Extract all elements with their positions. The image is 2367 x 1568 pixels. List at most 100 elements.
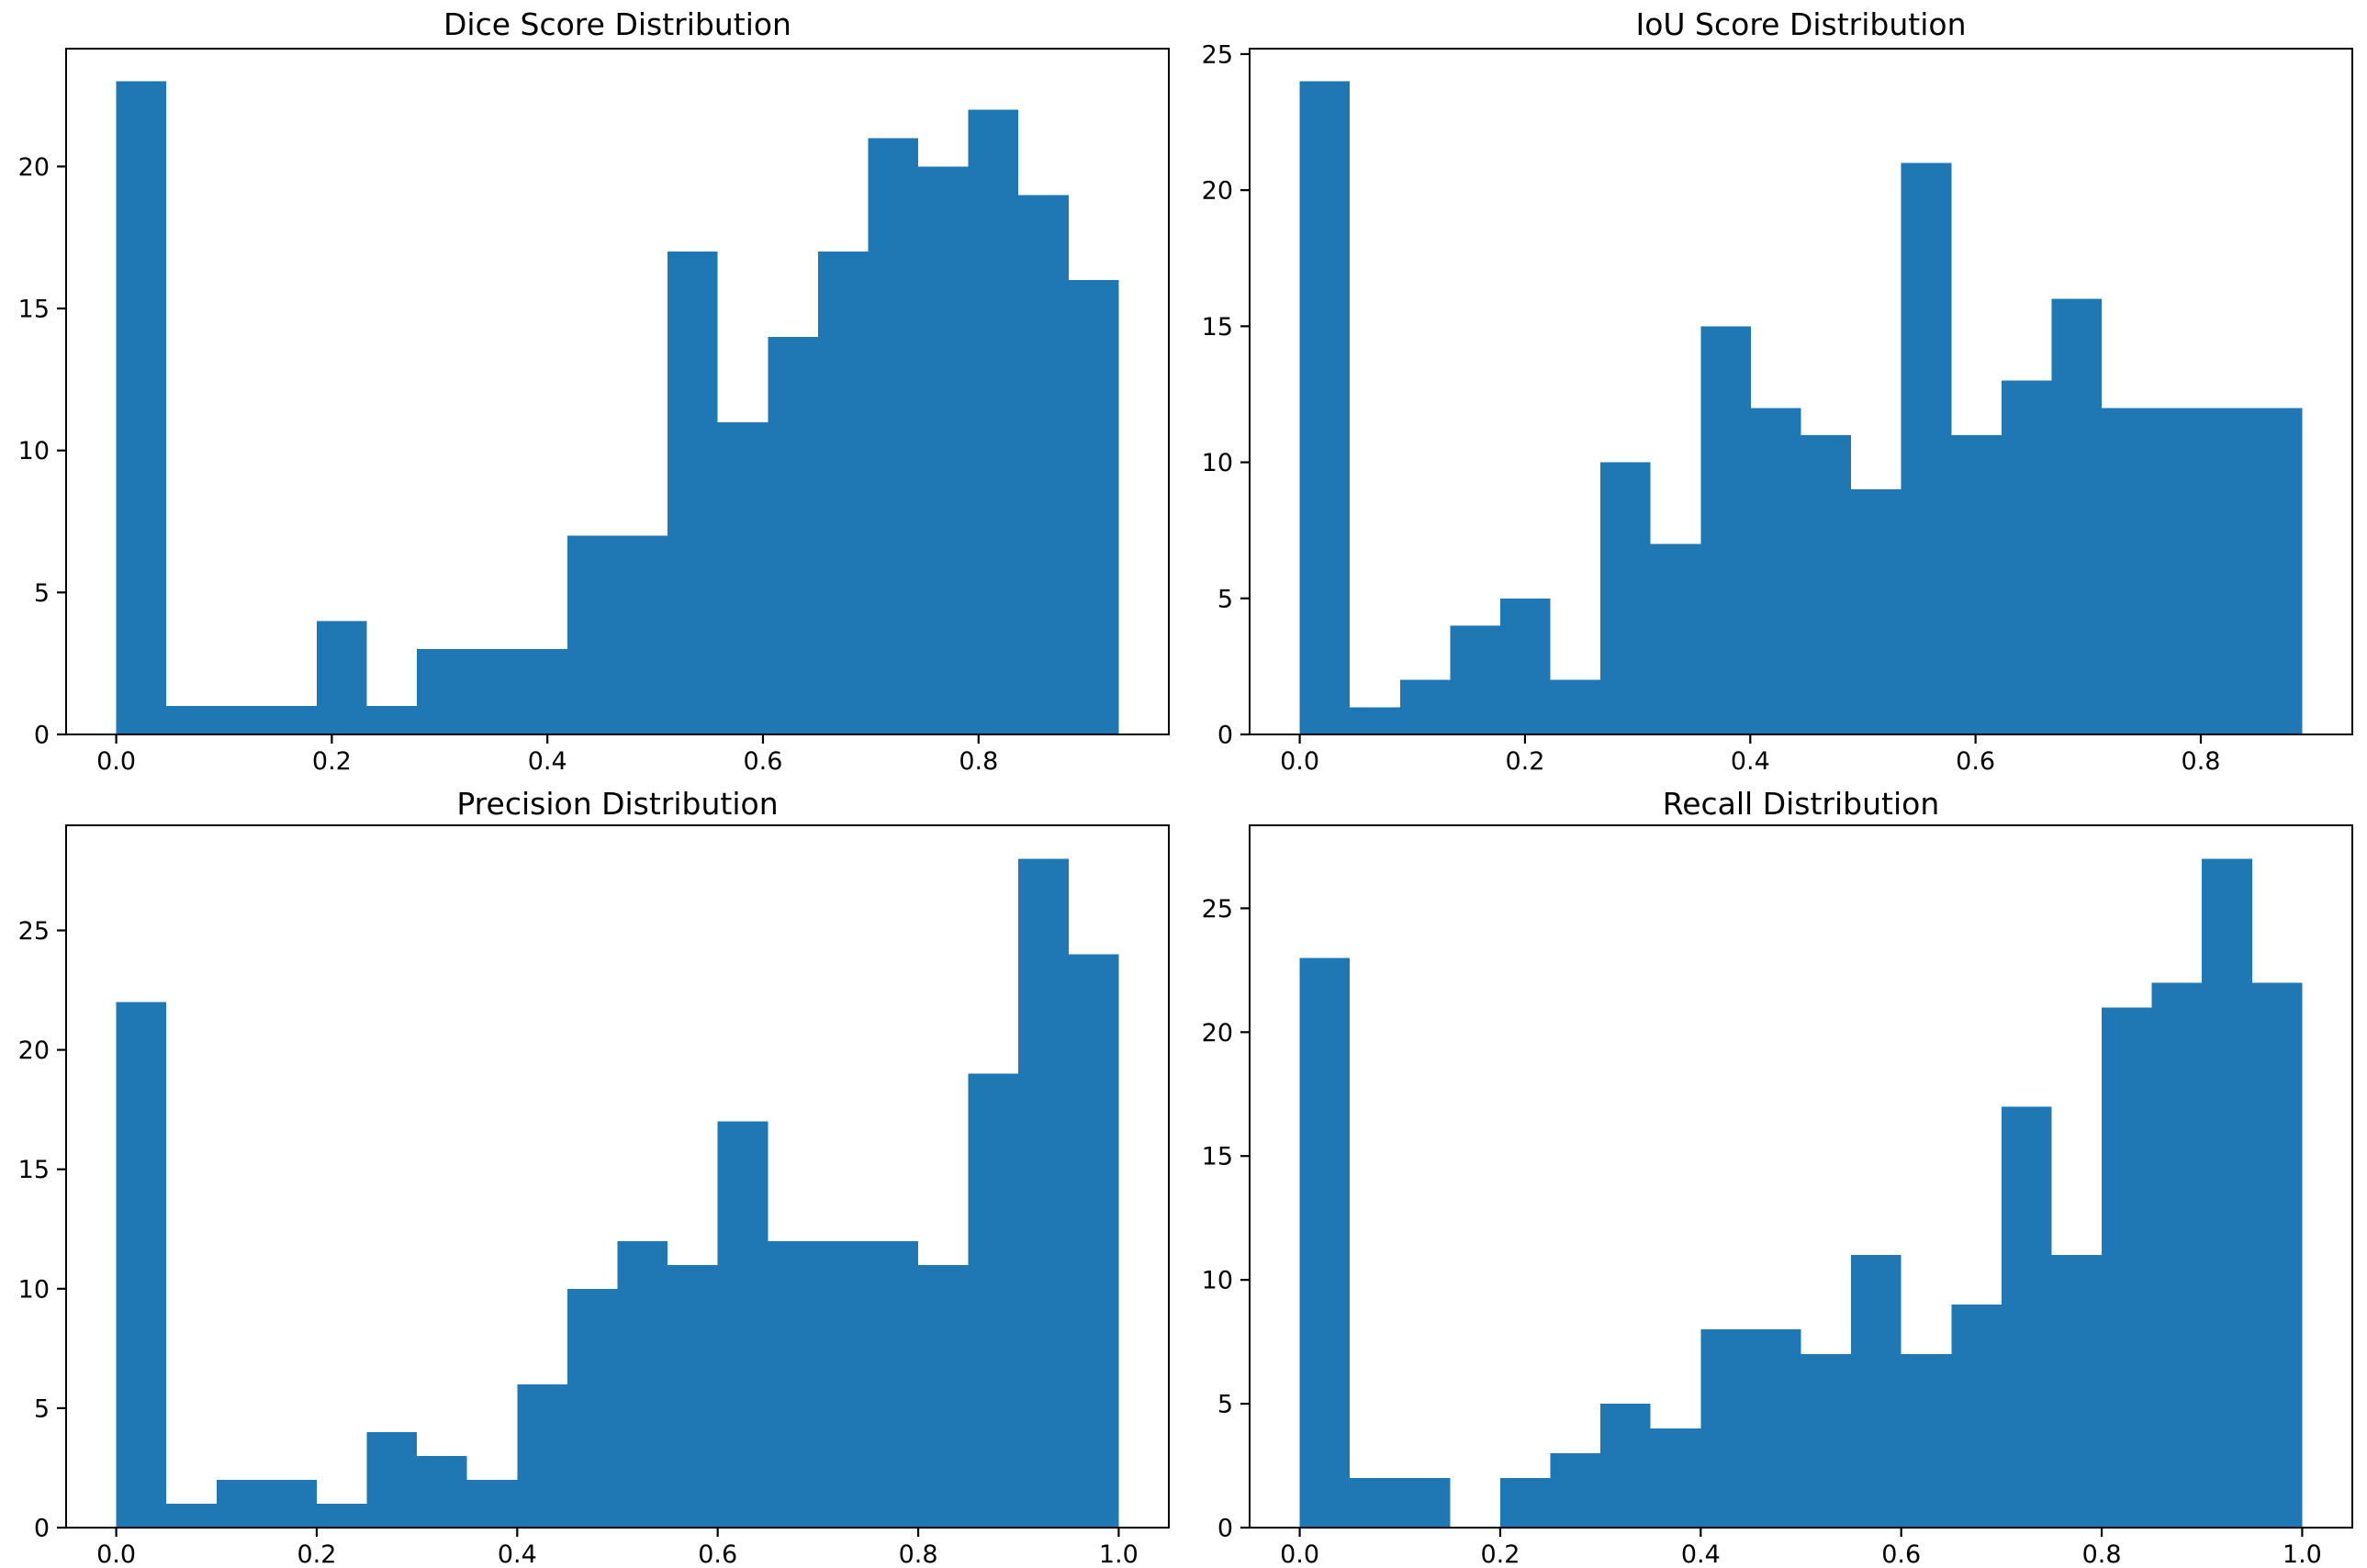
panel-iou-score: 0.0 0.2 0.4 0.6 0.8 0 5 10 15 20 25 IoU Score Distr… (1184, 0, 2367, 784)
histogram-bar (1650, 1428, 1701, 1528)
histogram-bar (2102, 1007, 2152, 1528)
histogram-bar (717, 421, 768, 734)
y-tick-label: 20 (18, 1036, 50, 1065)
histogram-bar (768, 336, 818, 734)
y-axis: 0 5 10 15 20 25 (18, 917, 66, 1543)
y-tick-label: 20 (18, 153, 50, 182)
histogram-bar (1550, 1453, 1601, 1528)
histogram-bar (2051, 298, 2103, 734)
histogram-bar (918, 166, 969, 734)
histogram-bar (266, 1479, 317, 1528)
histogram-bar (2102, 408, 2152, 734)
histogram-bar (1750, 1329, 1801, 1528)
histogram-bar (1951, 1305, 2002, 1528)
histogram-bar (868, 1240, 919, 1528)
histogram-bar (216, 1479, 267, 1528)
histogram-bar (2202, 858, 2252, 1528)
x-tick-label: 0.8 (2182, 747, 2221, 776)
histogram-bar (1750, 408, 1801, 734)
histogram-bar (1499, 1478, 1551, 1528)
histogram-bar (1901, 1354, 1952, 1528)
y-tick-label: 10 (18, 437, 50, 465)
axes-frame (64, 47, 1171, 736)
panel-recall: 0.0 0.2 0.4 0.6 0.8 1.0 0 5 10 15 20 25 Recall Distr… (1184, 784, 2367, 1568)
histogram-bar (1851, 1255, 1901, 1528)
histogram-bar (667, 252, 718, 734)
histogram-bar (1851, 489, 1901, 734)
histogram-bar (817, 1240, 869, 1528)
x-tick-label: 0.0 (1280, 1540, 1319, 1568)
histogram-bar (1299, 81, 1351, 734)
histogram-bar (667, 1264, 718, 1528)
x-tick-label: 0.8 (2082, 1540, 2122, 1568)
histogram-bar (2151, 982, 2203, 1528)
y-tick-label: 10 (1202, 1267, 1233, 1295)
histogram-bar (1068, 954, 1119, 1528)
x-tick-label: 0.4 (498, 1540, 537, 1568)
x-axis: 0.0 0.2 0.4 0.6 0.8 (96, 734, 998, 776)
histogram-bar (2251, 408, 2303, 734)
histogram-bar (517, 1383, 567, 1528)
axes-frame (1248, 823, 2354, 1529)
histogram-bar (567, 535, 618, 734)
histogram-bar (166, 1503, 217, 1528)
x-axis: 0.0 0.2 0.4 0.6 0.8 (1280, 734, 2220, 776)
histogram-bar (2051, 1255, 2103, 1528)
y-tick-label: 15 (18, 1156, 50, 1184)
y-tick-label: 15 (18, 296, 50, 324)
histogram-bar (918, 1264, 969, 1528)
y-tick-label: 15 (1202, 313, 1233, 342)
histogram-bar (717, 1121, 768, 1528)
histogram-bar (366, 706, 418, 734)
x-axis: 0.0 0.2 0.4 0.6 0.8 1.0 (96, 1528, 1139, 1568)
y-tick-label: 20 (1202, 177, 1233, 206)
histogram-bar (1399, 1478, 1451, 1528)
histogram-bar (1450, 625, 1500, 734)
histogram-bar (968, 1073, 1019, 1528)
y-tick-label: 10 (1202, 449, 1233, 477)
chart-title: Recall Distribution (1663, 786, 1939, 822)
y-tick-label: 0 (1217, 1515, 1233, 1543)
histogram-bar (1068, 280, 1119, 734)
y-tick-label: 5 (1217, 585, 1233, 613)
histogram-bars-group (1299, 858, 2303, 1528)
histogram-bar (2151, 408, 2203, 734)
histogram-bar (466, 1479, 518, 1528)
chart-title: Precision Distribution (456, 786, 778, 822)
histogram-bar (1800, 434, 1852, 734)
x-tick-label: 0.6 (698, 1540, 737, 1568)
histogram-bar (2202, 408, 2252, 734)
histogram-bar (617, 1240, 668, 1528)
x-axis: 0.0 0.2 0.4 0.6 0.8 1.0 (1280, 1528, 2322, 1568)
histogram-bar (2001, 1106, 2052, 1528)
histogram-bar (968, 109, 1019, 734)
histogram-bars-group (116, 81, 1119, 735)
histogram-bar (1700, 1329, 1751, 1528)
histogram-bar (1901, 162, 1952, 734)
recall-chart: 0.0 0.2 0.4 0.6 0.8 1.0 0 5 10 15 20 25 Recall Distr… (1184, 784, 2367, 1568)
x-tick-label: 0.0 (96, 1540, 136, 1568)
histogram-bar (517, 649, 567, 734)
x-tick-label: 1.0 (1099, 1540, 1139, 1568)
axes-frame (64, 823, 1171, 1529)
y-tick-label: 10 (18, 1275, 50, 1304)
panel-precision: 0.0 0.2 0.4 0.6 0.8 1.0 0 5 10 15 20 25 Precision Di… (0, 784, 1184, 1568)
histogram-bar (417, 649, 467, 734)
histogram-bar (1650, 543, 1701, 734)
histogram-bar (2001, 380, 2052, 734)
histogram-bar (768, 1240, 818, 1528)
histogram-bar (817, 252, 869, 734)
x-tick-label: 0.4 (1681, 1540, 1721, 1568)
x-tick-label: 0.0 (96, 747, 136, 776)
histogram-bar (116, 1002, 167, 1528)
y-axis: 0 5 10 15 20 25 (1202, 895, 1250, 1543)
histogram-bar (1018, 858, 1069, 1528)
x-tick-label: 0.2 (297, 1540, 336, 1568)
histogram-bar (1350, 707, 1400, 734)
histogram-bar (166, 706, 217, 734)
axes-frame (1248, 47, 2354, 736)
histogram-bar (1499, 598, 1551, 734)
chart-title: IoU Score Distribution (1635, 6, 1966, 42)
precision-chart: 0.0 0.2 0.4 0.6 0.8 1.0 0 5 10 15 20 25 Precision Di… (0, 784, 1184, 1568)
